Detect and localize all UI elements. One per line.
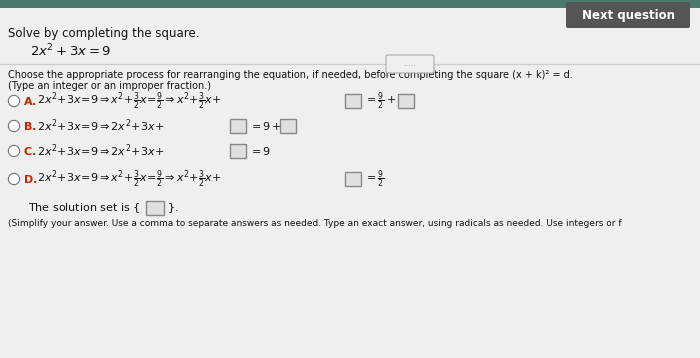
Circle shape [10,175,18,183]
Bar [345,94,361,108]
Bar [0,0,700,8]
Bar [345,172,361,186]
FancyBboxPatch shape [566,2,690,28]
Bar [280,119,296,133]
Circle shape [10,122,18,130]
Text: $2x^2\!+\!3x\!=\!9\Rightarrow 2x^2\!+\!3x\!+$: $2x^2\!+\!3x\!=\!9\Rightarrow 2x^2\!+\!3… [37,118,164,134]
Text: (Type an integer or an improper fraction.): (Type an integer or an improper fraction… [8,81,211,91]
Bar [398,94,414,108]
Bar [230,119,246,133]
Text: (Simplify your answer. Use a comma to separate answers as needed. Type an exact : (Simplify your answer. Use a comma to se… [8,218,622,227]
Text: $\mathbf{C.}$: $\mathbf{C.}$ [23,145,36,157]
Circle shape [10,97,18,105]
Text: $2x^2\!+\!3x\!=\!9\Rightarrow x^2\!+\!\frac{3}{2}x\!=\!\frac{9}{2}\Rightarrow x^: $2x^2\!+\!3x\!=\!9\Rightarrow x^2\!+\!\f… [37,168,222,190]
Text: Next question: Next question [582,9,675,21]
Bar [146,201,164,215]
Bar [230,144,246,158]
Text: Choose the appropriate process for rearranging the equation, if needed, before c: Choose the appropriate process for rearr… [8,70,573,80]
Text: $\mathbf{A.}$: $\mathbf{A.}$ [23,95,37,107]
Text: $\mathbf{D.}$: $\mathbf{D.}$ [23,173,37,185]
Text: $2x^2 + 3x = 9$: $2x^2 + 3x = 9$ [30,43,111,59]
Text: .....: ..... [403,59,416,68]
Text: $2x^2\!+\!3x\!=\!9\Rightarrow x^2\!+\!\frac{3}{2}x\!=\!\frac{9}{2}\Rightarrow x^: $2x^2\!+\!3x\!=\!9\Rightarrow x^2\!+\!\f… [37,90,222,112]
Text: Solve by completing the square.: Solve by completing the square. [8,26,199,39]
Text: $=9$: $=9$ [249,145,271,157]
Text: $=\frac{9}{2}+$: $=\frac{9}{2}+$ [364,90,396,112]
Circle shape [10,147,18,155]
Text: $\}.$: $\}.$ [167,201,178,215]
Text: $=\frac{9}{2}$: $=\frac{9}{2}$ [364,168,384,190]
Text: The solution set is $\{$: The solution set is $\{$ [28,201,141,215]
Text: $=9+$: $=9+$ [249,120,282,132]
Text: $2x^2\!+\!3x\!=\!9\Rightarrow 2x^2\!+\!3x\!+$: $2x^2\!+\!3x\!=\!9\Rightarrow 2x^2\!+\!3… [37,143,164,159]
FancyBboxPatch shape [386,55,434,73]
Text: $\mathbf{B.}$: $\mathbf{B.}$ [23,120,36,132]
